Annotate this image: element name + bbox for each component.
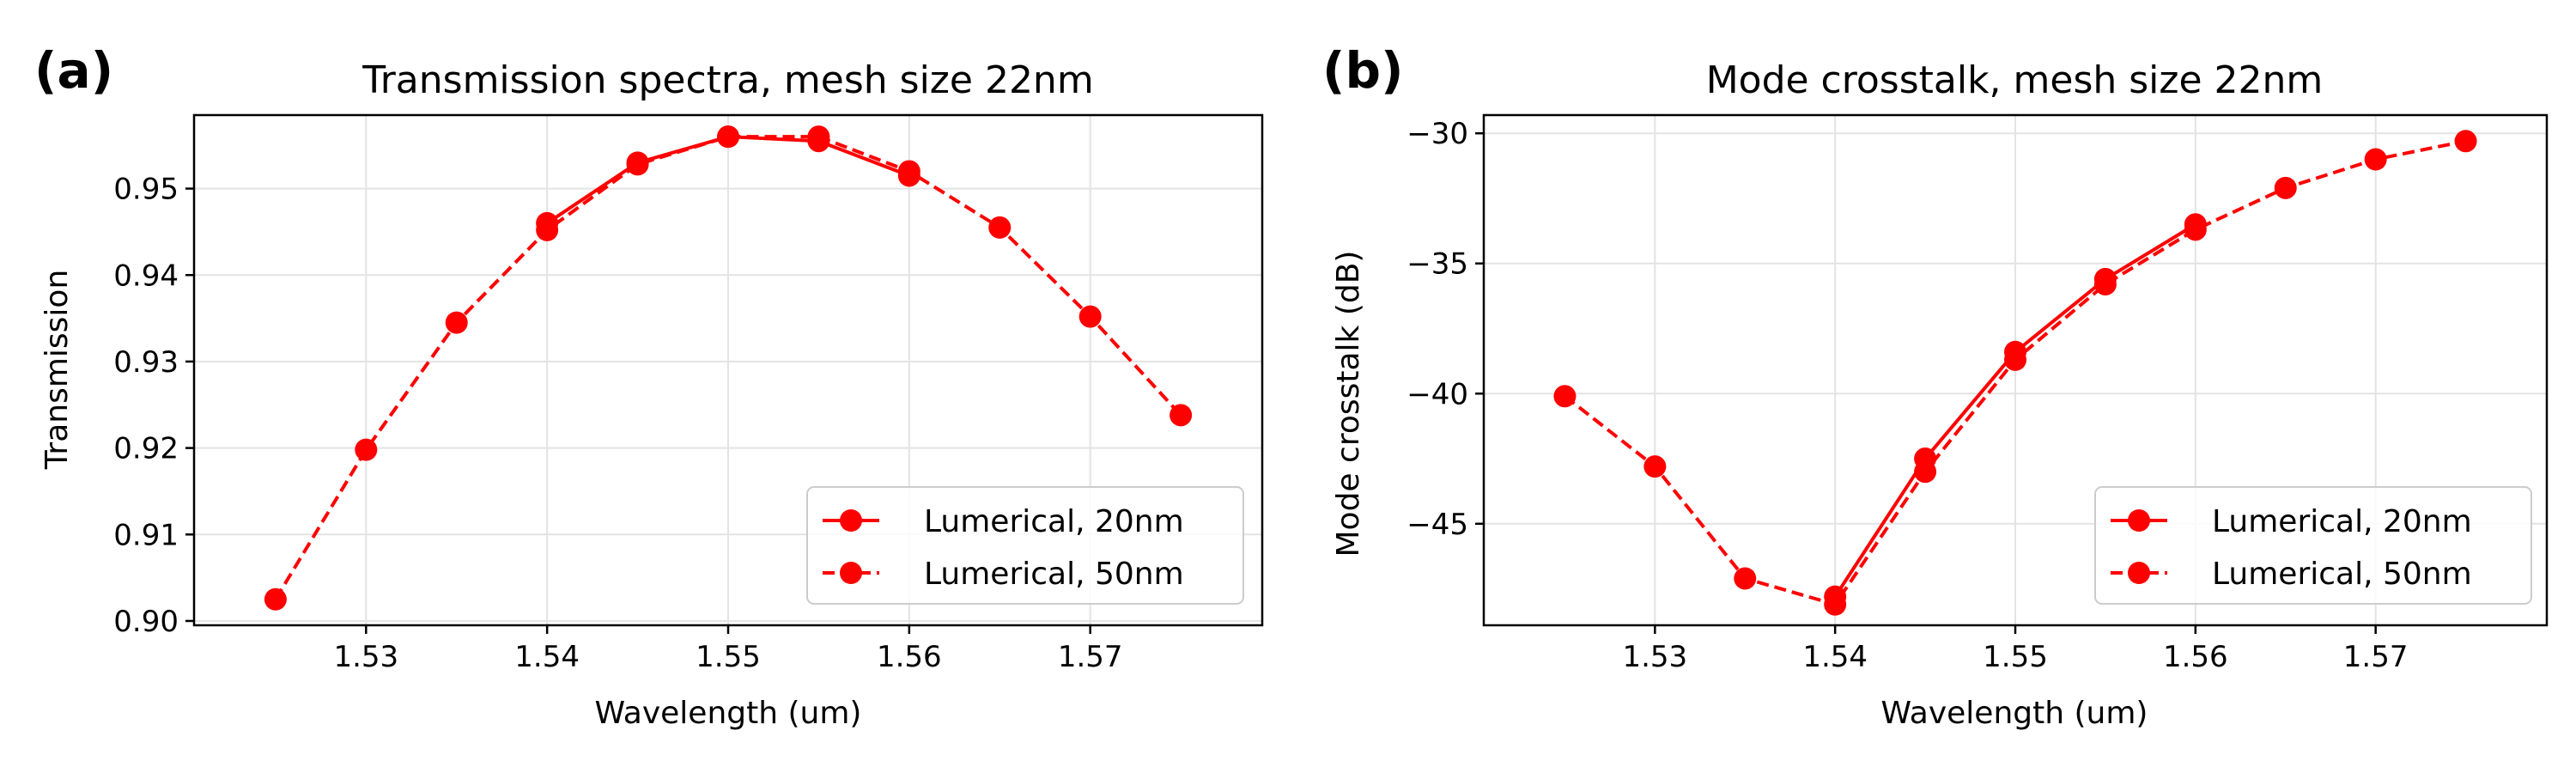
x-tick-label-a-2: 1.55 <box>696 640 761 674</box>
x-tick-label-a-0: 1.53 <box>333 640 398 674</box>
point-50nm-a-8 <box>988 216 1012 239</box>
point-20nm-b-4 <box>2184 213 2207 236</box>
legend-marker-solid-a <box>840 509 862 532</box>
point-50nm-a-2 <box>445 311 468 334</box>
chart-transmission: (a) Transmission spectra, mesh size 22nm… <box>34 41 1264 731</box>
axes-frame-a <box>192 113 1264 627</box>
legend-box-a <box>806 486 1244 605</box>
point-50nm-b-9 <box>2364 148 2387 171</box>
point-20nm-a-1 <box>626 151 649 174</box>
y-tick-label-b-3: −30 <box>1406 117 1468 151</box>
x-tick-label-b-1: 1.54 <box>1802 640 1868 674</box>
legend-marker-dashed-b <box>2128 562 2150 584</box>
series-line-50nm-a <box>274 135 1182 600</box>
point-50nm-a-9 <box>1078 305 1102 328</box>
y-tick-label-a-3: 0.93 <box>113 345 179 380</box>
point-20nm-b-0 <box>1824 585 1847 608</box>
point-50nm-b-10 <box>2454 130 2477 153</box>
x-axis-label-a: Wavelength (um) <box>595 696 862 731</box>
legend-marker-dashed-a <box>840 562 862 584</box>
x-tick-label-b-2: 1.55 <box>1983 640 2048 674</box>
chart-title-b: Mode crosstalk, mesh size 22nm <box>1706 58 2324 102</box>
y-tick-label-b-0: −45 <box>1406 508 1468 542</box>
point-50nm-b-1 <box>1643 455 1667 478</box>
point-20nm-a-4 <box>897 164 920 187</box>
point-20nm-a-3 <box>807 130 830 153</box>
point-20nm-a-2 <box>717 125 739 149</box>
x-tick-label-b-4: 1.57 <box>2343 640 2409 674</box>
point-20nm-b-1 <box>1914 447 1937 471</box>
x-tick-label-a-3: 1.56 <box>877 640 942 674</box>
point-50nm-a-10 <box>1170 404 1193 427</box>
panel-label-a: (a) <box>34 41 113 100</box>
panel-label-b: (b) <box>1322 41 1404 100</box>
legend-marker-solid-b <box>2128 509 2150 532</box>
legend-box-b <box>2094 486 2532 605</box>
point-50nm-b-0 <box>1553 385 1577 408</box>
legend-label-20nm-b: Lumerical, 20nm <box>2212 504 2472 539</box>
legend-b: Lumerical, 20nm Lumerical, 50nm <box>2094 486 2532 605</box>
y-tick-label-b-2: −35 <box>1406 247 1468 282</box>
chart-title-a: Transmission spectra, mesh size 22nm <box>361 58 1093 102</box>
point-50nm-a-0 <box>264 587 287 611</box>
point-20nm-a-0 <box>536 211 559 234</box>
point-20nm-b-3 <box>2093 267 2117 290</box>
legend-label-50nm-a: Lumerical, 50nm <box>924 557 1184 592</box>
y-tick-label-a-4: 0.94 <box>113 259 179 293</box>
chart-crosstalk: (b) Mode crosstalk, mesh size 22nm Wavel… <box>1322 41 2549 731</box>
y-axis-label-b: Mode crosstalk (dB) <box>1331 251 1366 557</box>
x-axis-label-b: Wavelength (um) <box>1881 696 2148 731</box>
legend-label-50nm-b: Lumerical, 50nm <box>2212 557 2472 592</box>
y-tick-label-a-1: 0.91 <box>113 518 179 552</box>
point-50nm-b-2 <box>1734 567 1757 590</box>
point-50nm-a-1 <box>355 438 378 461</box>
plot-area-a: 1.53 1.54 1.55 1.56 1.57 0.90 0.91 0.92 0.93 0.94… <box>113 113 1264 674</box>
y-axis-label-a: Transmission <box>39 270 75 471</box>
x-tick-label-b-0: 1.53 <box>1622 640 1687 674</box>
x-tick-label-a-4: 1.57 <box>1058 640 1123 674</box>
legend-a: Lumerical, 20nm Lumerical, 50nm <box>806 486 1244 605</box>
y-tick-label-a-0: 0.90 <box>113 605 179 639</box>
y-tick-label-a-2: 0.92 <box>113 432 179 466</box>
x-tick-label-b-3: 1.56 <box>2163 640 2228 674</box>
y-tick-label-a-5: 0.95 <box>113 173 179 207</box>
plot-area-b: 1.53 1.54 1.55 1.56 1.57 −45 −40 −35 −30 <box>1406 113 2549 674</box>
axes-frame-b <box>1482 113 2549 627</box>
x-tick-label-a-1: 1.54 <box>514 640 580 674</box>
legend-label-20nm-a: Lumerical, 20nm <box>924 504 1184 539</box>
point-20nm-b-2 <box>2004 340 2026 363</box>
y-tick-label-b-1: −40 <box>1406 377 1468 411</box>
point-50nm-b-8 <box>2274 176 2297 199</box>
